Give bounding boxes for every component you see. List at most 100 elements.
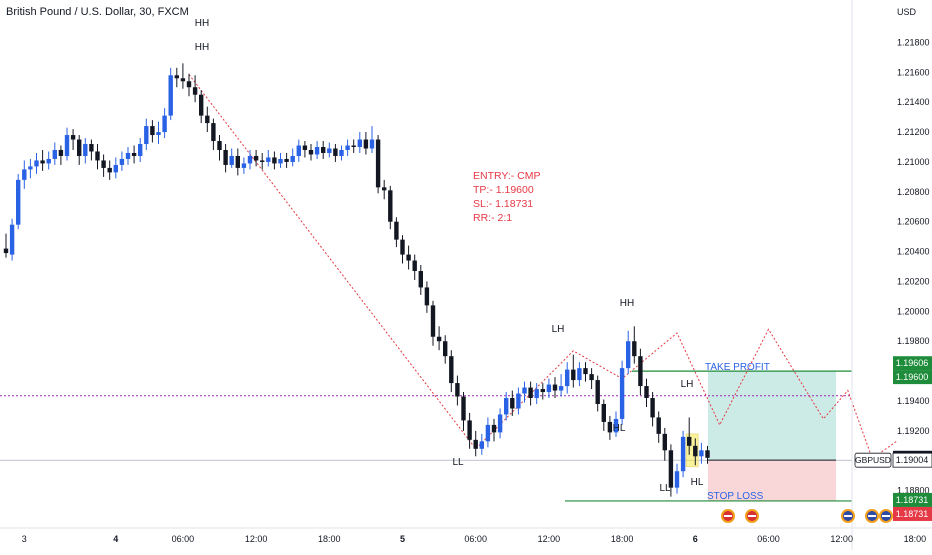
price-tag-text: 1.19606 [896,358,929,368]
candle-body [40,160,45,164]
uk-flag-icon[interactable] [865,509,879,523]
candle-body [632,341,637,357]
candle-body [235,155,240,168]
candle-body [601,403,606,422]
candle-body [168,75,173,116]
price-tag-box [893,506,932,521]
candle-body [516,393,521,409]
candle-body [64,135,70,156]
price-tag-box [893,492,932,507]
level-lines [0,370,852,502]
price-tag-text: 1.19004 [896,455,929,465]
uk-flag-icon[interactable] [841,509,855,523]
us-flag-icon[interactable] [745,509,759,523]
candle-body [321,147,326,153]
take-profit-label: TAKE PROFIT [705,362,770,373]
flag-stripe [748,515,756,517]
pattern-label-hh-2: HH [620,298,634,309]
price-tag-box [892,452,932,468]
y-tick-label: 1.20000 [897,306,930,316]
candle-body [241,163,247,168]
uk-flag-icon[interactable] [879,509,893,523]
tp-text: TP:- 1.19600 [473,184,534,196]
candle-body [144,126,149,145]
candle-body [626,341,631,369]
candle-body [491,424,497,433]
candle-body [382,187,387,191]
y-tick-label: 1.21600 [897,67,930,77]
price-axis[interactable]: 1.21800 1.21600 1.21400 1.21200 1.21000 1.208… [851,0,932,550]
candle-body [308,149,314,155]
candle-body [314,147,320,155]
candle-body [339,149,344,156]
flag-stripe [868,515,876,517]
x-tick-label: 4 [113,534,118,544]
candle-body [546,384,552,393]
candle-body [345,145,350,150]
pattern-label-hh-top: HH [195,18,209,29]
candle-body [504,398,509,415]
y-tick-label: 1.21800 [897,37,930,47]
y-tick-label: 1.19800 [897,336,930,346]
candle-body [9,224,15,255]
candle-body [662,433,667,451]
candle-body [205,115,210,124]
y-tick-label: 1.20400 [897,247,930,257]
candle-body [571,369,576,381]
candle-body [473,439,478,449]
y-tick-label: 1.21200 [897,127,930,137]
candle-body [357,139,362,147]
y-tick-label: 1.21000 [897,157,930,167]
candle-body [119,158,125,165]
candle-body [607,421,613,433]
pattern-label-ll: LL [452,457,464,468]
x-tick-label: 5 [400,534,405,544]
candle-body [436,336,442,342]
price-tag-text: 1.18731 [896,495,929,505]
us-flag-icon[interactable] [721,509,735,523]
candle-body [400,239,405,255]
candle-body [479,441,484,449]
candle-body [272,157,277,164]
candle-body [223,149,228,165]
y-tick-label: 1.20200 [897,276,930,286]
candle-body [70,135,76,140]
candle-body [58,149,64,156]
pattern-label-lh-2: LH [681,379,694,390]
entry-text: ENTRY:- CMP [473,170,540,182]
candle-body [113,164,118,173]
price-tag-text: 1.19600 [896,372,929,382]
candle-body [211,123,216,142]
candle-body [656,417,661,434]
candle-body [668,450,674,488]
candle-body [107,167,112,173]
candle-body [687,436,692,446]
time-axis[interactable]: 3 4 06:00 12:00 18:00 5 06:00 12:00 18:00 6 06:00 1… [0,509,932,544]
y-tick-label: 1.19200 [897,426,930,436]
symbol-tag-box [854,452,892,468]
candle-body [680,436,686,472]
candle-body [638,356,643,387]
candle-body [485,424,491,442]
candle-body [95,151,100,161]
candle-body [583,368,588,375]
take-profit-zone [708,371,836,461]
stop-loss-zone [708,460,836,501]
candle-body [699,450,704,457]
candle-body [83,144,88,156]
price-tag: 1.19606 [893,356,932,371]
chart-title: British Pound / U.S. Dollar, 30, FXCM [6,6,189,18]
currency-label: USD [897,7,917,17]
candle-body [552,384,558,391]
candle-body [467,420,472,440]
candle-body [131,152,137,156]
candle-body [174,75,179,79]
candle-body [46,158,51,164]
candle-body [284,158,289,162]
candle-body [522,387,527,394]
y-tick-label: 1.18800 [897,486,930,496]
candle-body [16,179,21,225]
candle-body [217,141,222,150]
